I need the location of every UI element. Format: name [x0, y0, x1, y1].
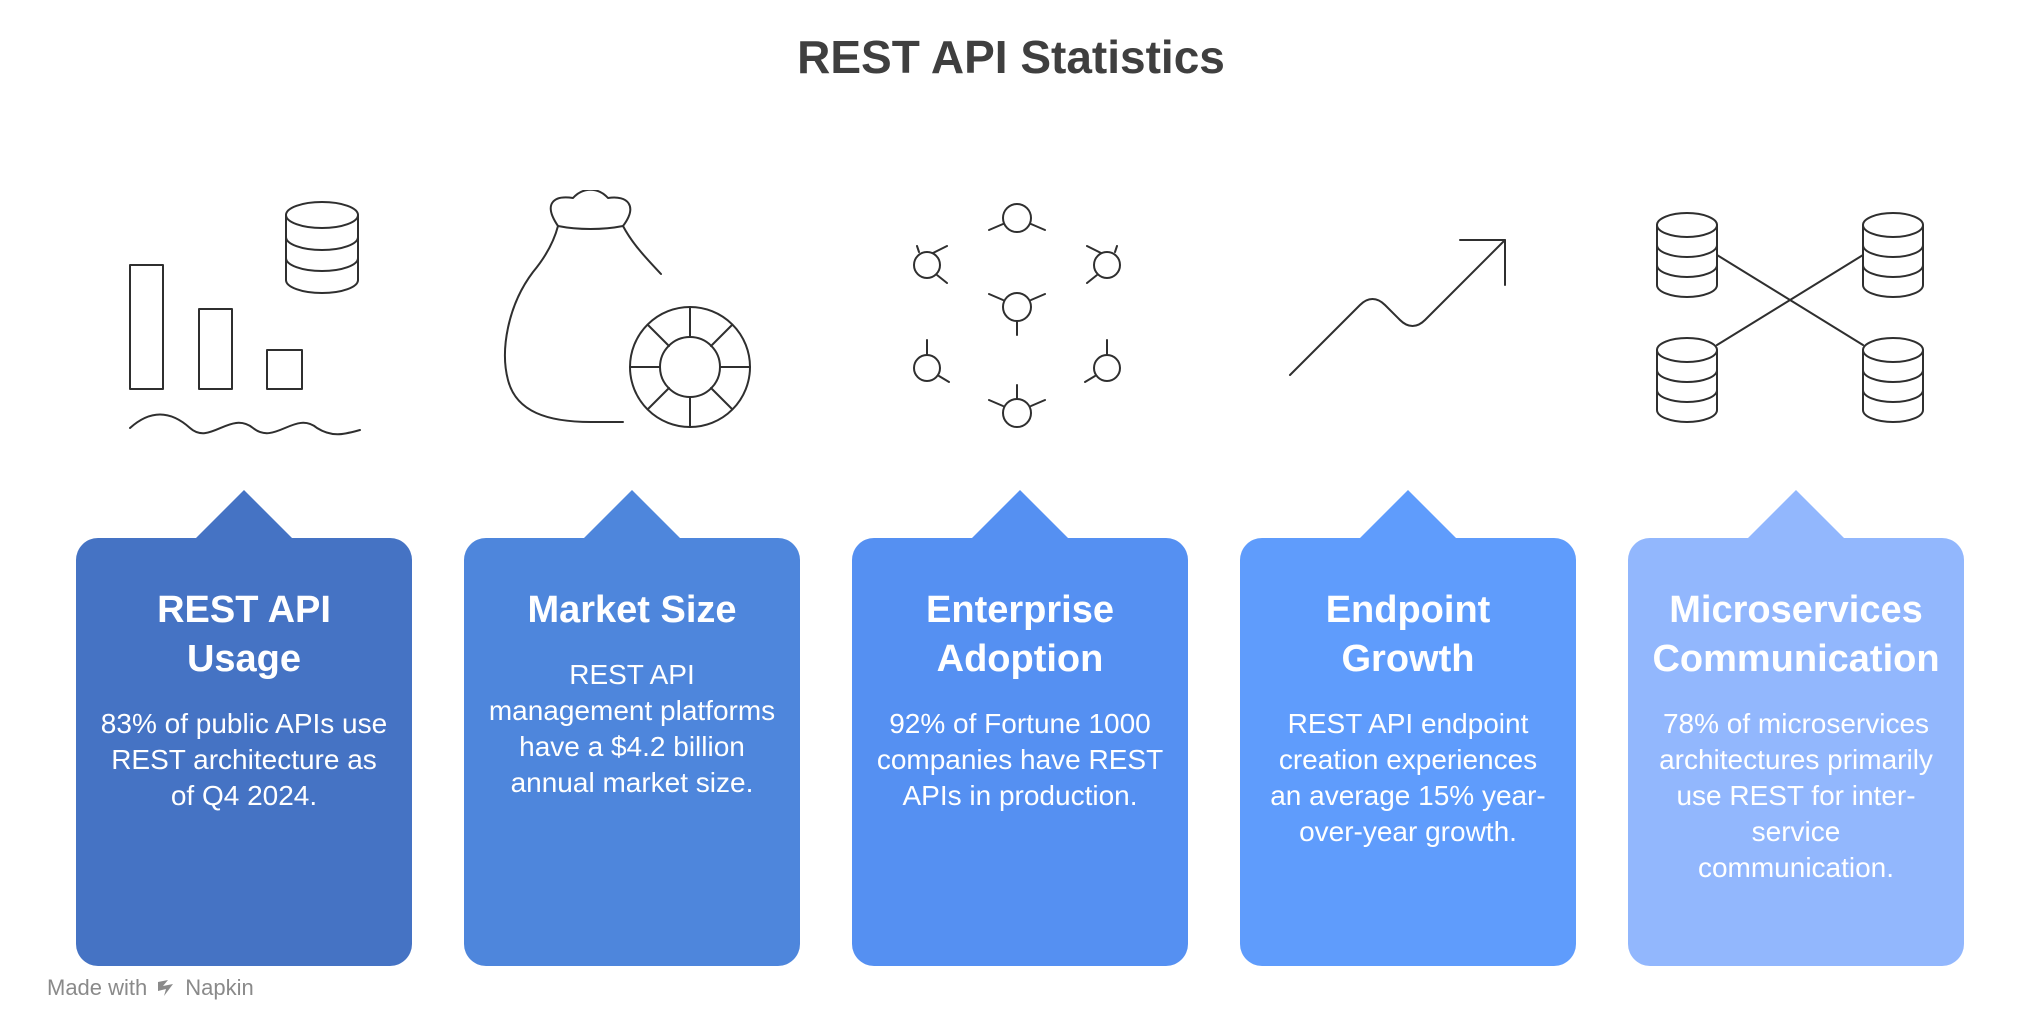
- card-text: REST API management platforms have a $4.…: [488, 659, 776, 798]
- card-microservices-communication: Microservices Communication 78% of micro…: [1628, 490, 1964, 966]
- napkin-logo-icon: [158, 980, 174, 996]
- card-title: Enterprise Adoption: [926, 589, 1114, 680]
- trend-arrow-icon: [1255, 190, 1555, 450]
- card-text: 78% of microservices architectures prima…: [1659, 708, 1933, 883]
- card-title: REST API Usage: [157, 589, 331, 680]
- footer-credit: Made with Napkin: [47, 975, 254, 1001]
- card-text: 83% of public APIs use REST architecture…: [100, 708, 388, 811]
- money-bag-icon: [483, 190, 783, 450]
- card-pointer: [584, 490, 680, 538]
- made-with-label: Made with: [47, 975, 148, 1000]
- card-title: Endpoint Growth: [1325, 589, 1491, 680]
- card-market-size: Market Size REST API management platform…: [464, 490, 800, 966]
- bar-chart-database-icon: [95, 190, 395, 450]
- card-title: Microservices Communication: [1652, 589, 1940, 680]
- page-title: REST API Statistics: [797, 31, 1225, 83]
- card-title: Market Size: [527, 589, 737, 631]
- card-pointer: [196, 490, 292, 538]
- brand-name: Napkin: [185, 975, 254, 1000]
- card-pointer: [972, 490, 1068, 538]
- card-rest-api-usage: REST API Usage 83% of public APIs use RE…: [76, 490, 412, 966]
- card-pointer: [1360, 490, 1456, 538]
- card-pointer: [1748, 490, 1844, 538]
- card-endpoint-growth: Endpoint Growth REST API endpoint creati…: [1240, 490, 1576, 966]
- network-nodes-icon: [867, 190, 1167, 450]
- card-text: 92% of Fortune 1000 companies have REST …: [876, 708, 1164, 811]
- card-text: REST API endpoint creation experiences a…: [1270, 708, 1546, 847]
- connected-databases-icon: [1640, 190, 1940, 450]
- card-enterprise-adoption: Enterprise Adoption 92% of Fortune 1000 …: [852, 490, 1188, 966]
